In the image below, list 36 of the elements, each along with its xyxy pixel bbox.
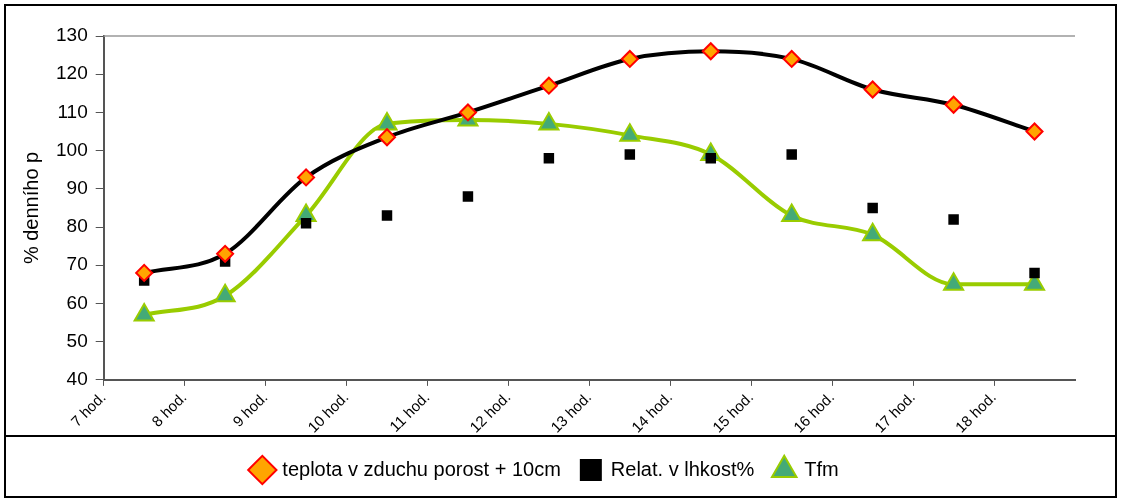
y-tick-label: 40	[66, 368, 88, 390]
point	[948, 214, 959, 225]
x-tick-label: 14 hod.	[627, 388, 676, 436]
y-tick-label: 60	[66, 291, 88, 313]
x-tick-label: 10 hod.	[304, 388, 352, 436]
point	[381, 210, 393, 221]
point	[300, 217, 312, 229]
legend-label: teplota v zduchu porost + 10cm	[282, 457, 561, 480]
x-tick-label: 7 hod.	[67, 388, 109, 430]
y-axis-title: % denního p	[19, 151, 42, 265]
y-tick-label: 110	[57, 100, 88, 122]
y-tick-label: 130	[56, 24, 88, 46]
y-tick-label: 120	[56, 62, 88, 84]
point	[543, 153, 555, 164]
legend-label: Relat. v lhkost%	[610, 457, 755, 480]
x-tick-label: 13 hod.	[546, 388, 595, 436]
x-tick-label: 17 hod.	[870, 388, 919, 436]
point	[705, 153, 717, 164]
x-tick-label: 12 hod.	[466, 388, 514, 436]
x-tick-label: 9 hod.	[229, 388, 271, 430]
x-tick-label: 18 hod.	[951, 388, 1000, 436]
x-tick-label: 15 hod.	[708, 388, 757, 436]
y-tick-label: 50	[66, 329, 88, 351]
point	[624, 149, 636, 160]
point	[786, 149, 797, 160]
y-tick-label: 70	[66, 253, 88, 275]
point	[462, 191, 474, 202]
point	[1029, 267, 1040, 279]
x-tick-label: 11 hod.	[385, 388, 433, 435]
y-tick-label: 80	[66, 215, 88, 237]
y-tick-label: 100	[56, 138, 88, 160]
point	[867, 202, 878, 214]
y-tick-label: 90	[66, 177, 88, 199]
legend-label: Tfm	[804, 457, 839, 480]
x-tick-label: 8 hod.	[148, 388, 190, 430]
x-tick-label: 16 hod.	[789, 388, 838, 436]
